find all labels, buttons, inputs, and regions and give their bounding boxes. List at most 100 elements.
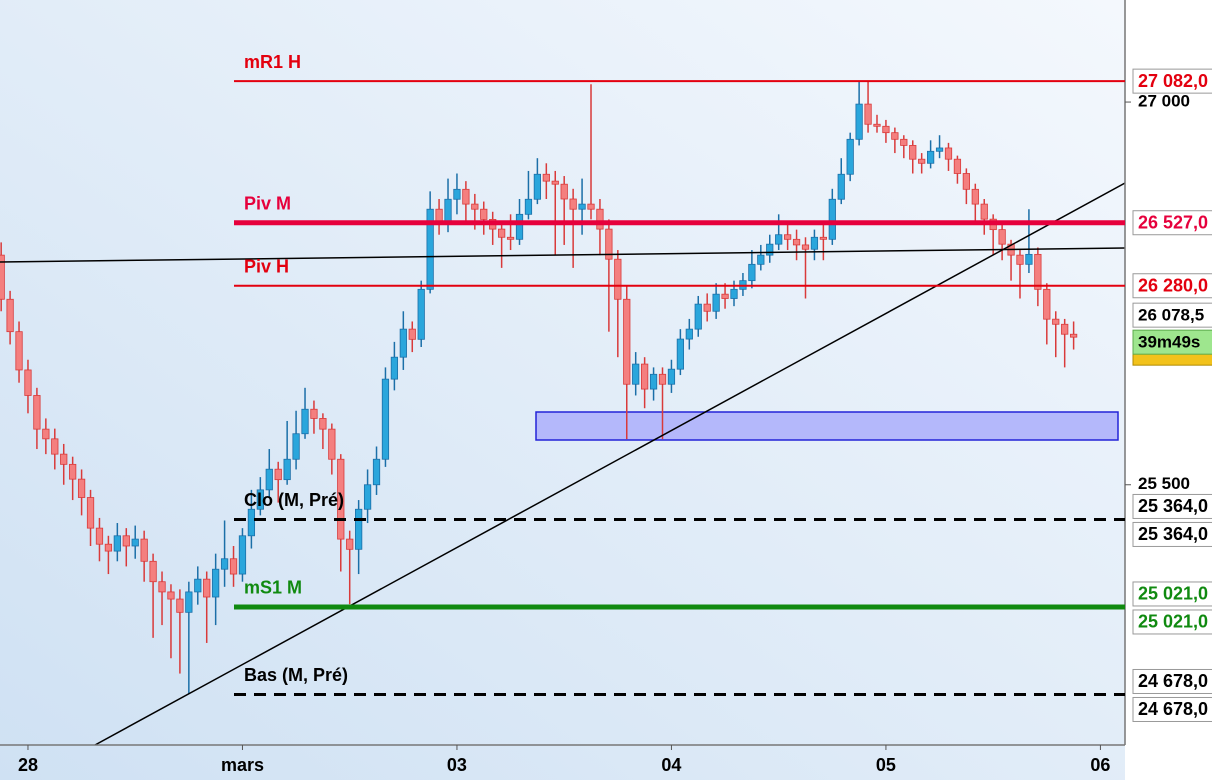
last-price: 26 078,5 xyxy=(1138,306,1204,325)
candle-body xyxy=(131,538,139,547)
candle-body xyxy=(515,213,524,240)
price-tag-box xyxy=(1132,210,1212,236)
candle-body xyxy=(1025,253,1033,265)
candle-body xyxy=(712,293,720,312)
price-tag-box xyxy=(1132,68,1212,94)
candle-body xyxy=(641,363,649,390)
candle-body xyxy=(1034,253,1042,290)
candle-body xyxy=(95,527,104,545)
candle-body xyxy=(962,173,970,190)
candle-body xyxy=(292,433,300,460)
level-label: Bas (M, Pré) xyxy=(244,665,348,685)
candle-body xyxy=(828,198,836,240)
candle-body xyxy=(104,543,113,552)
candle-body xyxy=(149,560,157,583)
candle-body xyxy=(1061,323,1069,335)
level-label: mS1 M xyxy=(244,578,302,598)
candle-body xyxy=(247,508,256,537)
candle-body xyxy=(33,395,41,430)
price-tag-box xyxy=(1132,581,1212,607)
level-label: mR1 H xyxy=(244,52,301,72)
price-tag-box xyxy=(1132,696,1212,722)
candle-body xyxy=(140,538,148,562)
price-tag-box xyxy=(1132,273,1212,299)
price-tag: 25 021,0 xyxy=(1138,612,1208,632)
trend-line xyxy=(0,247,1125,263)
candle-body xyxy=(51,438,59,455)
price-tag: 25 364,0 xyxy=(1138,524,1208,544)
price-zone xyxy=(535,411,1119,441)
candle-body xyxy=(980,203,988,220)
candle-body xyxy=(265,468,273,491)
candle-body xyxy=(748,263,756,282)
candle-body xyxy=(730,288,738,299)
candle-body xyxy=(721,293,729,299)
candle-body xyxy=(462,188,470,205)
candle-body xyxy=(498,228,506,238)
price-tag-box xyxy=(1132,668,1212,694)
price-tag-box xyxy=(1132,521,1212,547)
candle-body xyxy=(220,558,229,570)
candle-body xyxy=(792,238,801,246)
price-tag: 25 364,0 xyxy=(1138,496,1208,516)
candle-body xyxy=(560,183,568,200)
candle-body xyxy=(676,338,684,370)
candle-body xyxy=(578,203,586,210)
candle-body xyxy=(819,236,827,240)
plot-background xyxy=(0,0,1125,780)
price-tag-box xyxy=(1132,493,1212,519)
candle-body xyxy=(766,243,774,256)
candle-body xyxy=(569,198,577,210)
candle-body xyxy=(935,147,944,152)
candle-body xyxy=(229,558,238,575)
candle-body xyxy=(918,158,926,164)
candle-body xyxy=(319,418,327,430)
candle-body xyxy=(658,373,667,385)
y-tick-label: 25 500 xyxy=(1138,474,1190,493)
candle-body xyxy=(971,188,979,205)
candle-body xyxy=(533,173,542,200)
candle-body xyxy=(453,188,461,200)
drawings xyxy=(0,182,1125,745)
candle-body xyxy=(60,453,68,465)
candle-body xyxy=(346,538,354,550)
candle-body xyxy=(417,288,425,340)
candle-body xyxy=(176,598,184,613)
candle-body xyxy=(900,138,908,146)
candle-body xyxy=(909,145,917,160)
price-tag: 24 678,0 xyxy=(1138,671,1208,691)
candle-body xyxy=(506,236,515,240)
candle-body xyxy=(6,298,14,333)
candle-body xyxy=(1069,333,1078,338)
candle-body xyxy=(551,180,559,185)
axis-background xyxy=(1125,0,1212,780)
level-label: Piv M xyxy=(244,193,291,213)
candle-body xyxy=(605,228,613,260)
candle-body xyxy=(167,591,175,600)
candle-body xyxy=(185,591,193,613)
candle-body xyxy=(408,328,416,340)
candle-body xyxy=(998,229,1006,245)
candle-body xyxy=(1043,288,1051,320)
candle-body xyxy=(632,363,640,385)
candle-body xyxy=(542,173,550,182)
candle-body xyxy=(864,103,872,125)
x-tick-label: 04 xyxy=(661,755,681,775)
level-label: Piv H xyxy=(244,257,289,277)
candle-body xyxy=(310,408,318,419)
y-tick-label: 27 000 xyxy=(1138,92,1190,111)
candle-body xyxy=(757,254,765,265)
candle-body xyxy=(587,203,595,210)
candle-body xyxy=(203,578,211,598)
candle-body xyxy=(86,497,95,529)
candle-body xyxy=(524,198,533,215)
candle-body xyxy=(15,331,23,371)
candle-body xyxy=(882,125,890,134)
candle-body xyxy=(891,132,899,140)
candle-body xyxy=(355,508,363,550)
candle-body xyxy=(256,489,264,510)
countdown-box xyxy=(1132,329,1212,355)
candle-body xyxy=(42,428,50,440)
candle-body xyxy=(667,368,676,385)
